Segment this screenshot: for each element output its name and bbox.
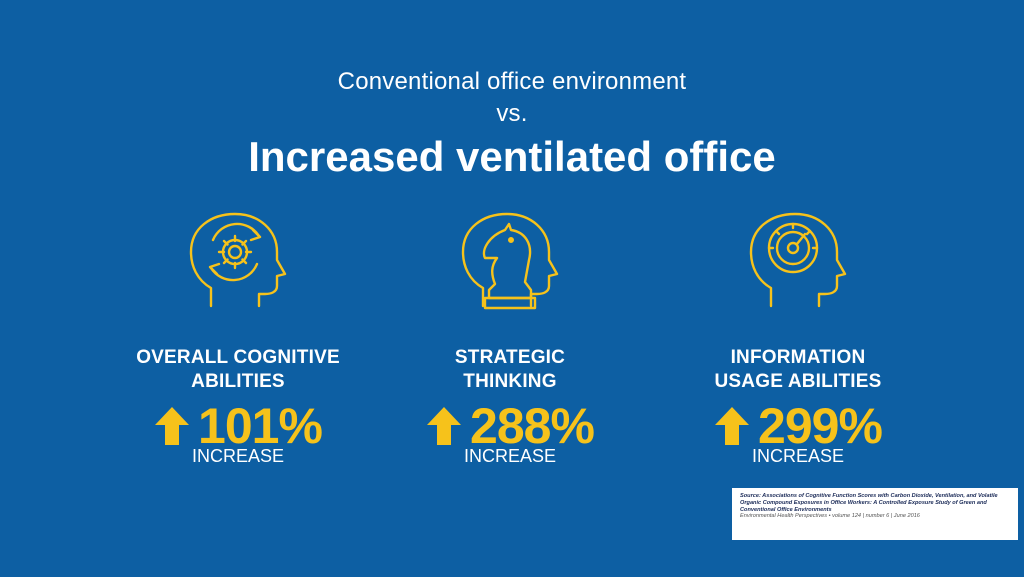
- head-gear-icon: [189, 212, 287, 308]
- stat-value-row: 288%: [360, 398, 660, 454]
- subtitle-line-1: Conventional office environment: [337, 68, 687, 95]
- subtitle-vs: vs.: [496, 100, 528, 127]
- stat-value-row: 101%: [88, 398, 388, 454]
- head-chess-knight-icon: [461, 212, 559, 310]
- stat-value: 299%: [758, 398, 883, 454]
- stat-card-information: INFORMATION USAGE ABILITIES 299% INCREAS…: [648, 210, 948, 470]
- arrow-up-icon: [155, 407, 190, 445]
- source-citation: Source: Associations of Cognitive Functi…: [732, 488, 1018, 540]
- stat-value-row: 299%: [648, 398, 948, 454]
- stat-label: OVERALL COGNITIVE ABILITIES: [136, 347, 340, 392]
- source-text: Source: Associations of Cognitive Functi…: [740, 493, 998, 513]
- page-title: Increased ventilated office: [248, 133, 776, 180]
- arrow-up-icon: [427, 407, 462, 445]
- stat-value: 101%: [198, 398, 323, 454]
- arrow-up-icon: [715, 407, 750, 445]
- head-gauge-icon: [749, 212, 847, 308]
- stat-label: STRATEGIC THINKING: [454, 347, 566, 392]
- stat-unit: INCREASE: [463, 446, 557, 466]
- stat-card-cognitive: OVERALL COGNITIVE ABILITIES 101% INCREAS…: [88, 210, 388, 470]
- source-reference: Environmental Health Perspectives • volu…: [740, 513, 920, 520]
- stat-card-strategic: STRATEGIC THINKING 288% INCREASE: [360, 210, 660, 470]
- stat-label: INFORMATION USAGE ABILITIES: [714, 347, 882, 392]
- stat-unit: INCREASE: [191, 446, 285, 466]
- stat-value: 288%: [470, 398, 595, 454]
- stat-unit: INCREASE: [751, 446, 845, 466]
